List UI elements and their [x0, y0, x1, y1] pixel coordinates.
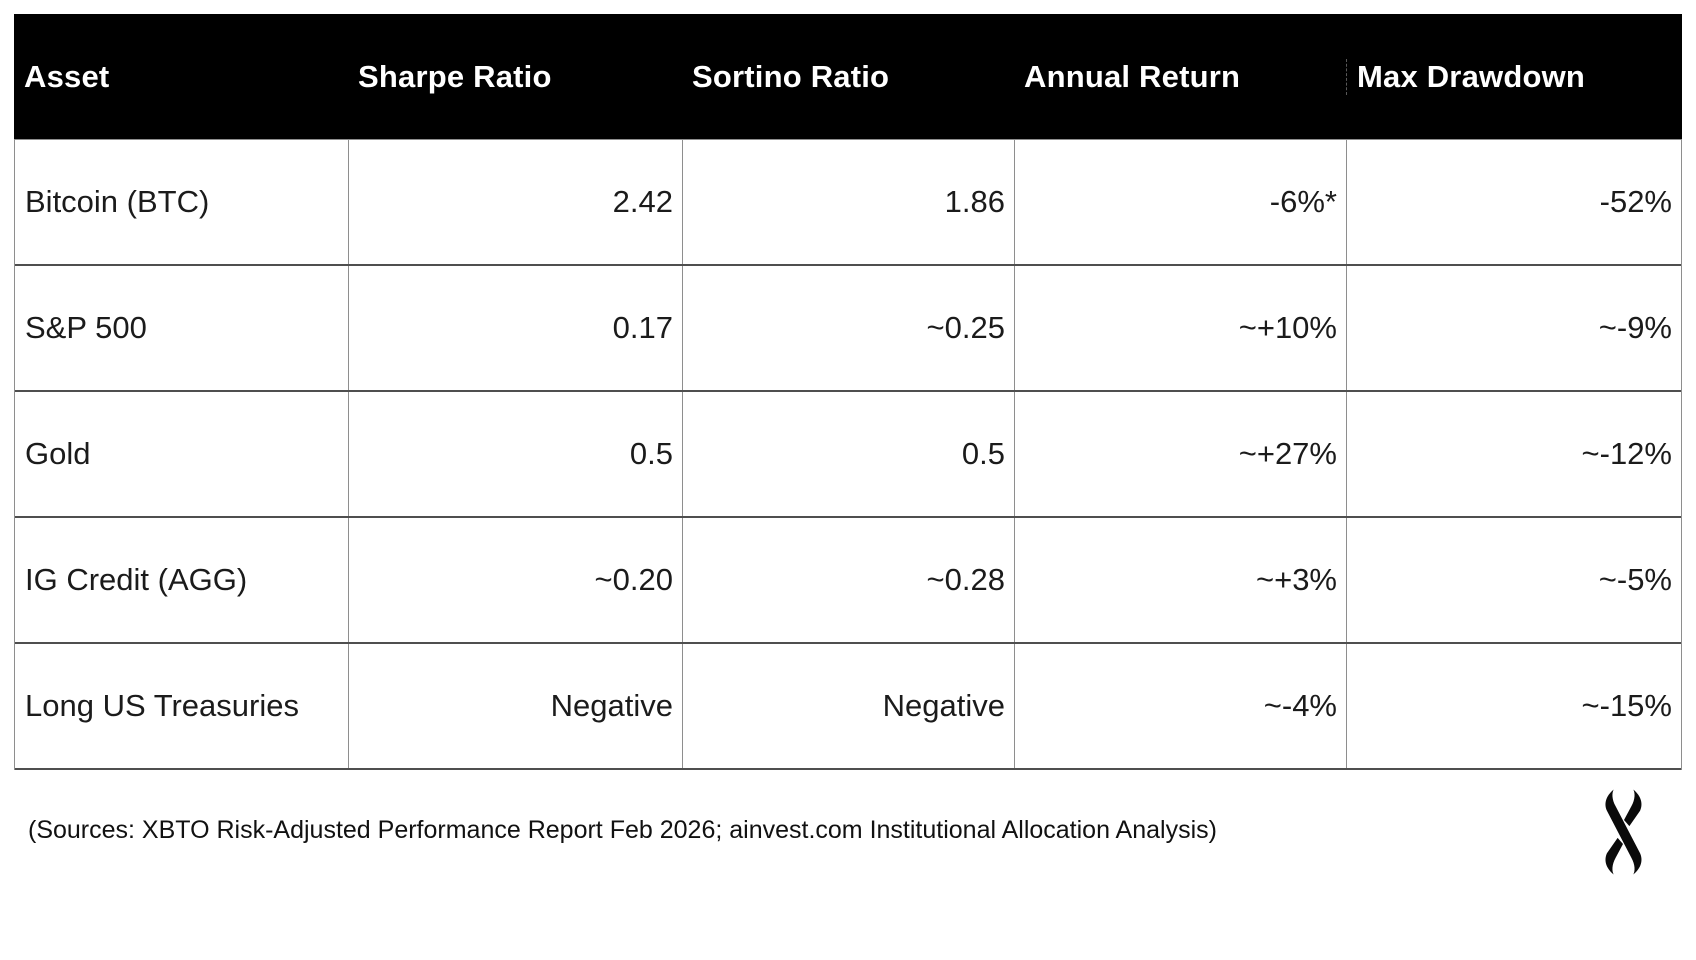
column-header-sortino-ratio: Sortino Ratio	[692, 58, 890, 94]
table-row-ig-credit: IG Credit (AGG) ~0.20 ~0.28 ~+3% ~-5%	[15, 518, 1681, 644]
cell-sharpe-ratio: 0.17	[349, 266, 683, 390]
cell-max-drawdown: ~-9%	[1598, 310, 1672, 345]
cell-max-drawdown: -52%	[1599, 184, 1672, 219]
cell-asset: Long US Treasuries	[15, 644, 349, 768]
table-header-row: Asset Sharpe Ratio Sortino Ratio Annual …	[14, 14, 1682, 139]
cell-asset: S&P 500	[15, 266, 349, 390]
cell-sortino-ratio: ~0.28	[683, 518, 1015, 642]
cell-sortino-ratio: 1.86	[683, 140, 1015, 264]
table-row-long-us-treasuries: Long US Treasuries Negative Negative ~-4…	[15, 644, 1681, 770]
cell-sharpe-ratio: Negative	[349, 644, 683, 768]
column-header-asset: Asset	[24, 58, 110, 94]
cell-annual-return: ~-4%	[1015, 644, 1347, 768]
cell-sharpe-ratio: 0.5	[349, 392, 683, 516]
cell-max-drawdown: ~-5%	[1598, 562, 1672, 597]
xbto-helix-logo-icon	[1605, 789, 1642, 875]
cell-max-drawdown: ~-12%	[1581, 436, 1672, 471]
cell-annual-return: ~+27%	[1015, 392, 1347, 516]
cell-asset: Bitcoin (BTC)	[15, 140, 349, 264]
cell-sharpe-ratio: 2.42	[349, 140, 683, 264]
table-body: Bitcoin (BTC) 2.42 1.86 -6%* -52% S&P 50…	[14, 139, 1682, 770]
column-header-sharpe-ratio: Sharpe Ratio	[358, 58, 552, 94]
performance-table: Asset Sharpe Ratio Sortino Ratio Annual …	[14, 14, 1682, 770]
source-note: (Sources: XBTO Risk-Adjusted Performance…	[28, 816, 1217, 844]
cell-annual-return: ~+10%	[1015, 266, 1347, 390]
column-header-max-drawdown: Max Drawdown	[1346, 58, 1682, 95]
cell-asset: Gold	[15, 392, 349, 516]
cell-annual-return: ~+3%	[1015, 518, 1347, 642]
cell-sortino-ratio: 0.5	[683, 392, 1015, 516]
cell-sortino-ratio: ~0.25	[683, 266, 1015, 390]
cell-sortino-ratio: Negative	[683, 644, 1015, 768]
table-row-gold: Gold 0.5 0.5 ~+27% ~-12%	[15, 392, 1681, 518]
table-row-bitcoin: Bitcoin (BTC) 2.42 1.86 -6%* -52%	[15, 140, 1681, 266]
column-header-annual-return: Annual Return	[1024, 58, 1241, 94]
table-row-sp500: S&P 500 0.17 ~0.25 ~+10% ~-9%	[15, 266, 1681, 392]
cell-annual-return: -6%*	[1015, 140, 1347, 264]
cell-asset: IG Credit (AGG)	[15, 518, 349, 642]
cell-max-drawdown: ~-15%	[1581, 688, 1672, 723]
cell-sharpe-ratio: ~0.20	[349, 518, 683, 642]
